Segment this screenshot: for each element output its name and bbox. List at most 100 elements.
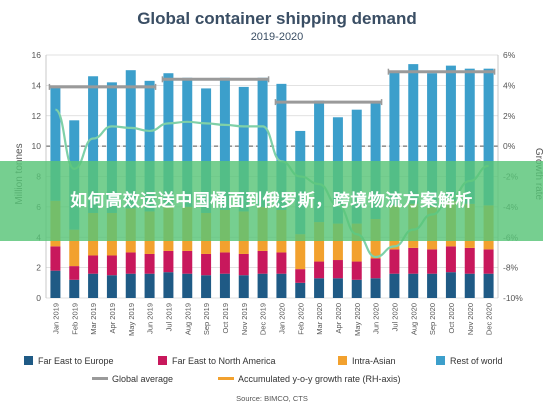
legend-label: Rest of world [450, 356, 503, 366]
banner-text: 如何高效运送中国桶面到俄罗斯，跨境物流方案解析 [70, 191, 473, 211]
x-tick-label: Feb 2019 [70, 303, 79, 335]
x-tick-label: May 2020 [353, 303, 362, 336]
bar-segment-rest-of-world [483, 68, 494, 206]
bar-segment-rest-of-world [370, 102, 381, 220]
legend-label: Accumulated y-o-y growth rate (RH-axis) [238, 374, 401, 384]
x-tick-label: Sep 2019 [202, 303, 211, 335]
chart-subtitle: 2019-2020 [251, 31, 304, 43]
bar-segment-far-east-to-europe [427, 273, 438, 298]
bar-segment-far-east-to-north-america [144, 253, 155, 274]
bar-segment-far-east-to-europe [201, 275, 212, 298]
bar-segment-far-east-to-north-america [106, 255, 117, 276]
x-tick-label: Mar 2019 [89, 303, 98, 335]
x-tick-label: Nov 2020 [466, 303, 475, 335]
legend-label: Global average [112, 374, 173, 384]
bar-segment-far-east-to-europe [464, 273, 475, 298]
bar-segment-rest-of-world [238, 86, 249, 212]
legend-label: Intra-Asian [352, 356, 396, 366]
bar-segment-rest-of-world [144, 80, 155, 212]
bar-segment-far-east-to-europe [295, 282, 306, 298]
y2-tick-label: 4% [503, 80, 516, 90]
x-tick-label: May 2019 [127, 303, 136, 336]
bar-segment-far-east-to-europe [257, 273, 268, 298]
bar-segment-far-east-to-europe [106, 275, 117, 298]
global-average-lines [48, 68, 496, 106]
bar-segment-far-east-to-europe [238, 275, 249, 298]
bar-segment-rest-of-world [464, 68, 475, 204]
legend-swatch [338, 356, 347, 365]
x-tick-label: Dec 2020 [485, 303, 494, 335]
y-tick-label: 10 [32, 141, 42, 151]
x-tick-label: Jun 2019 [146, 303, 155, 334]
bar-segment-far-east-to-europe [69, 279, 80, 298]
x-tick-label: Jul 2020 [390, 303, 399, 331]
bar-segment-far-east-to-europe [314, 278, 325, 298]
x-tick-label: Jan 2019 [51, 303, 60, 334]
bar-segment-far-east-to-north-america [408, 247, 419, 274]
bar-segment-far-east-to-north-america [389, 249, 400, 274]
bar-segment-intra-asian [295, 234, 306, 270]
bar-segment-rest-of-world [257, 77, 268, 207]
bar-segment-far-east-to-europe [219, 273, 230, 298]
bar-segment-far-east-to-north-america [483, 249, 494, 274]
bar-segment-intra-asian [314, 222, 325, 262]
bar-segment-far-east-to-europe [144, 273, 155, 298]
bar-segment-rest-of-world [219, 77, 230, 210]
y-tick-label: 0 [36, 293, 41, 303]
x-tick-label: Aug 2019 [183, 303, 192, 335]
bar-segment-rest-of-world [88, 76, 99, 213]
y2-tick-label: -8% [503, 263, 519, 273]
chart-title: Global container shipping demand [137, 9, 417, 28]
source-note: Source: BIMCO, CTS [236, 394, 308, 403]
y2-tick-label: 0% [503, 141, 516, 151]
bar-segment-far-east-to-europe [163, 272, 174, 298]
bar-segment-far-east-to-north-america [464, 247, 475, 274]
y-tick-label: 2 [36, 263, 41, 273]
x-tick-label: Aug 2020 [409, 303, 418, 335]
bar-segment-rest-of-world [125, 70, 136, 209]
bar-segment-intra-asian [69, 229, 80, 267]
bar-segment-rest-of-world [163, 73, 174, 206]
bar-segment-far-east-to-europe [182, 273, 193, 298]
x-tick-label: Oct 2020 [447, 303, 456, 333]
bar-segment-far-east-to-north-america [351, 261, 362, 280]
x-tick-label: Apr 2019 [108, 303, 117, 333]
bar-segment-rest-of-world [389, 71, 400, 206]
y-tick-label: 16 [32, 50, 42, 60]
bar-segment-far-east-to-north-america [50, 246, 61, 271]
bar-segment-rest-of-world [201, 88, 212, 213]
bar-segment-rest-of-world [445, 65, 456, 201]
bar-segment-far-east-to-europe [50, 270, 61, 298]
bar-segment-far-east-to-north-america [276, 252, 287, 274]
x-tick-label: Jan 2020 [277, 303, 286, 334]
legend: Far East to Europe Far East to North Amer… [24, 356, 503, 384]
bar-segment-rest-of-world [182, 77, 193, 207]
bar-segment-rest-of-world [50, 86, 61, 201]
bar-segment-far-east-to-north-america [182, 250, 193, 274]
x-axis-ticks: Jan 2019 Feb 2019 Mar 2019 Apr 2019 May 2019… [51, 303, 493, 336]
bar-segment-rest-of-world [106, 82, 117, 213]
legend-label: Far East to North America [172, 356, 276, 366]
y2-tick-label: 6% [503, 50, 516, 60]
bar-segment-far-east-to-europe [125, 273, 136, 298]
bar-segment-far-east-to-north-america [69, 266, 80, 280]
bar-segment-intra-asian [351, 223, 362, 262]
x-tick-label: Dec 2019 [259, 303, 268, 335]
x-tick-label: Feb 2020 [296, 303, 305, 335]
bar-segment-far-east-to-europe [483, 273, 494, 298]
x-tick-label: Nov 2019 [240, 303, 249, 335]
y-tick-label: 14 [32, 80, 42, 90]
bar-segment-rest-of-world [427, 73, 438, 207]
bar-segment-far-east-to-europe [370, 278, 381, 298]
x-tick-label: Jul 2019 [164, 303, 173, 331]
legend-swatch [158, 356, 167, 365]
x-tick-label: Sep 2020 [428, 303, 437, 335]
bar-segment-far-east-to-north-america [370, 258, 381, 279]
x-tick-label: Mar 2020 [315, 303, 324, 335]
bar-segment-far-east-to-europe [445, 272, 456, 298]
bar-segment-far-east-to-north-america [295, 269, 306, 283]
bar-segment-far-east-to-north-america [163, 250, 174, 273]
bar-segment-far-east-to-europe [351, 279, 362, 298]
bar-segment-far-east-to-north-america [201, 253, 212, 276]
bar-segment-far-east-to-north-america [314, 261, 325, 279]
